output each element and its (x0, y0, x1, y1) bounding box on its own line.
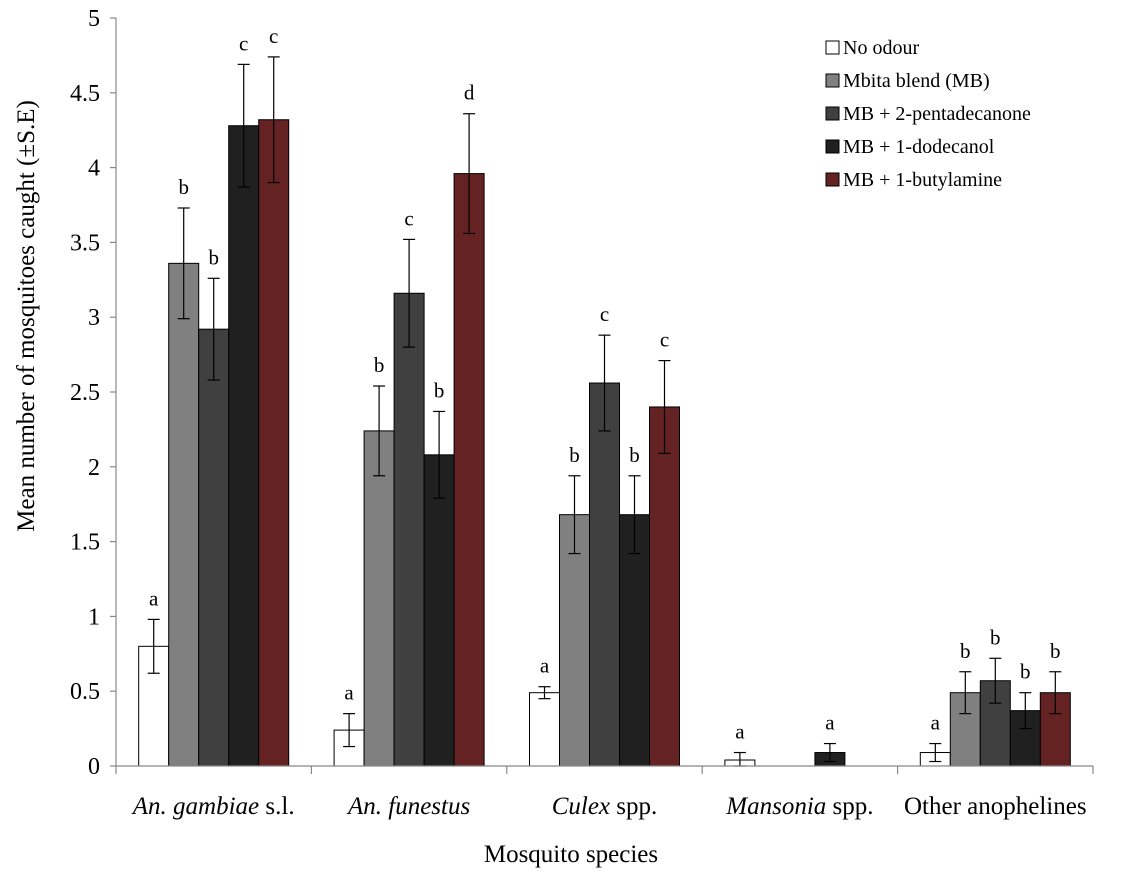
legend-item-4: MB + 1-butylamine (825, 169, 1002, 191)
legend-label-2: MB + 2-pentadecanone (843, 103, 1031, 125)
sig-label-0-3: c (239, 31, 248, 55)
sig-label-4-3: b (1020, 660, 1031, 684)
legend-label-1: Mbita blend (MB) (843, 70, 990, 92)
error-bar-1-3 (433, 410, 446, 499)
x-axis-title: Mosquito species (484, 841, 658, 868)
legend-label-0: No odour (843, 37, 919, 59)
error-bar-4-0 (929, 742, 942, 763)
y-tick-label-8: 4 (88, 156, 100, 182)
error-bar-0-2 (207, 277, 220, 381)
error-bar-4-2 (989, 657, 1002, 704)
error-bar-2-3 (628, 475, 641, 555)
bars-layer (138, 119, 1071, 767)
error-bar-2-4 (658, 359, 671, 454)
sig-label-0-0: a (149, 586, 159, 610)
legend-swatch-3 (825, 139, 840, 154)
category-label-0: An. gambiae s.l. (131, 793, 295, 820)
sig-label-0-2: b (208, 245, 219, 269)
y-tick-label-4: 2 (88, 455, 100, 481)
error-bars-layer (147, 56, 1062, 767)
error-bar-3-3 (823, 742, 836, 763)
sig-label-2-4: c (660, 328, 669, 352)
category-label-3: Mansonia spp. (725, 793, 873, 820)
sig-label-2-0: a (540, 654, 550, 678)
error-bar-4-1 (959, 671, 972, 715)
bar-1-1 (363, 430, 395, 767)
legend-swatch-1 (825, 73, 840, 88)
error-bar-4-4 (1049, 671, 1062, 715)
sig-label-3-3: a (825, 711, 835, 735)
sig-label-0-4: c (269, 24, 278, 48)
error-bar-1-1 (373, 385, 386, 477)
bar-0-2 (198, 328, 230, 767)
error-bar-2-0 (538, 686, 551, 700)
bar-0-3 (228, 125, 260, 767)
legend-label-3: MB + 1-dodecanol (843, 136, 995, 158)
bar-1-3 (423, 454, 455, 767)
legend-label-4: MB + 1-butylamine (843, 169, 1002, 191)
sig-label-1-3: b (434, 378, 445, 402)
error-bar-0-1 (177, 207, 190, 320)
y-tick-label-5: 2.5 (70, 380, 100, 406)
axes-layer: An. gambiae s.l. An. funestus Culex spp. Ma… (70, 6, 1094, 820)
sig-label-1-0: a (344, 681, 354, 705)
y-tick-label-0: 0 (88, 754, 100, 780)
category-label-2: Culex spp. (552, 793, 658, 820)
y-tick-label-3: 1.5 (70, 530, 100, 556)
bar-1-4 (453, 173, 485, 767)
y-tick-label-10: 5 (88, 6, 100, 32)
error-bar-1-4 (463, 113, 476, 235)
legend-item-3: MB + 1-dodecanol (825, 136, 995, 158)
y-tick-label-9: 4.5 (70, 81, 100, 107)
sig-label-1-4: d (464, 81, 475, 105)
legend-swatch-2 (825, 106, 840, 121)
error-bar-1-2 (403, 238, 416, 348)
y-tick-label-6: 3 (88, 305, 100, 331)
error-bar-2-2 (598, 334, 611, 432)
bar-2-0 (529, 692, 560, 767)
sig-label-2-2: c (600, 302, 609, 326)
category-label-4: Other anophelines (904, 793, 1087, 820)
y-tick-label-1: 0.5 (70, 679, 100, 705)
sig-label-0-1: b (178, 175, 189, 199)
error-bar-0-3 (237, 63, 250, 188)
legend-item-0: No odour (825, 37, 919, 59)
bar-0-4 (258, 119, 290, 767)
legend-item-2: MB + 2-pentadecanone (825, 103, 1031, 125)
sig-label-4-4: b (1050, 639, 1061, 663)
sig-label-4-2: b (990, 625, 1001, 649)
bar-1-2 (393, 292, 425, 767)
bar-0-1 (168, 262, 200, 767)
error-bar-4-3 (1019, 692, 1032, 730)
y-tick-label-7: 3.5 (70, 230, 100, 256)
error-bar-0-0 (147, 618, 160, 674)
category-label-1: An. funestus (346, 793, 470, 820)
y-tick-label-2: 1 (88, 604, 100, 630)
bar-2-4 (649, 406, 680, 767)
error-bar-2-1 (568, 475, 581, 555)
sig-label-1-2: c (404, 206, 413, 230)
sig-label-3-0: a (735, 720, 745, 744)
bar-2-2 (589, 382, 620, 767)
sig-label-2-3: b (629, 443, 640, 467)
legend-swatch-0 (825, 40, 840, 55)
sig-label-1-1: b (374, 353, 385, 377)
legend-swatch-4 (825, 172, 840, 187)
error-bar-0-4 (267, 56, 280, 184)
legend: No odour Mbita blend (MB) MB + 2-pentadeca… (825, 37, 1031, 191)
sig-label-4-1: b (960, 639, 971, 663)
y-axis-title: Mean number of mosquitoes caught (±S.E) (13, 100, 40, 532)
legend-item-1: Mbita blend (MB) (825, 70, 990, 92)
error-bar-1-0 (343, 713, 356, 748)
sig-label-4-0: a (931, 711, 941, 735)
sig-label-2-1: b (569, 443, 580, 467)
